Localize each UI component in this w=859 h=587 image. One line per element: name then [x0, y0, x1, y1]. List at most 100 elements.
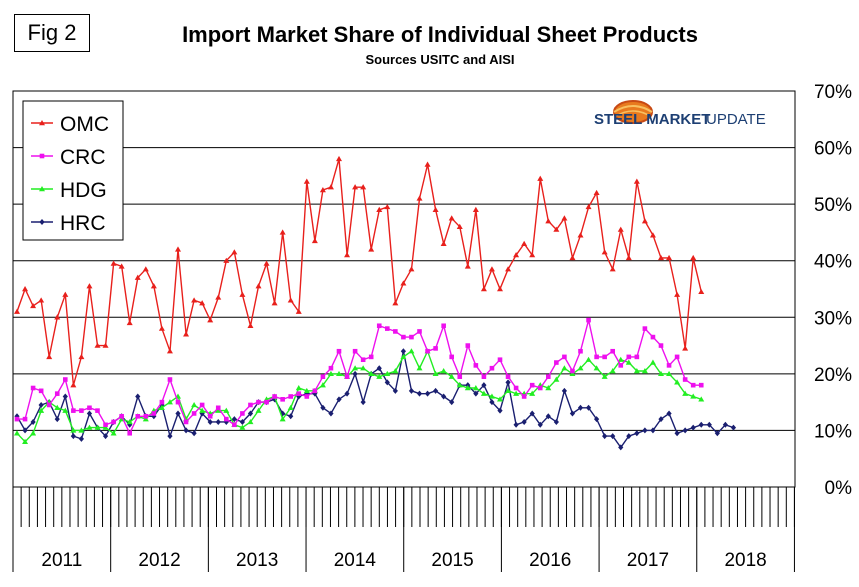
chart-subtitle: Sources USITC and AISI	[365, 52, 515, 67]
data-point-hdg	[585, 356, 592, 362]
data-point-omc	[134, 274, 141, 280]
data-point-omc	[231, 249, 238, 255]
y-tick-label: 70%	[814, 82, 852, 103]
data-point-crc	[103, 422, 108, 428]
data-point-omc	[585, 203, 592, 210]
data-point-crc	[328, 365, 334, 371]
data-point-crc	[264, 399, 269, 405]
data-point-crc	[554, 360, 559, 365]
data-point-hrc	[545, 413, 551, 420]
data-point-omc	[223, 257, 230, 263]
data-point-hrc	[674, 430, 680, 437]
data-point-hdg	[690, 393, 697, 399]
data-point-crc	[272, 394, 277, 399]
legend-label-hrc: HRC	[60, 212, 106, 235]
series-layer	[14, 155, 737, 451]
data-point-hdg	[54, 404, 61, 410]
y-tick-label: 20%	[814, 365, 852, 386]
data-point-hrc	[577, 404, 584, 411]
data-point-omc	[54, 314, 61, 320]
data-point-crc	[481, 374, 487, 379]
data-point-hrc	[54, 416, 60, 423]
data-point-hrc	[690, 424, 696, 431]
series-omc	[14, 155, 705, 388]
data-point-hdg	[191, 401, 198, 408]
data-point-omc	[593, 189, 600, 196]
data-point-hrc	[481, 382, 487, 389]
legend-marker-hdg	[39, 186, 45, 192]
data-point-omc	[698, 288, 705, 295]
data-point-crc	[191, 411, 197, 416]
data-point-hrc	[682, 427, 688, 434]
y-axis: 0% 10% 20% 30% 40% 50% 60% 70%	[814, 82, 852, 499]
data-point-omc	[561, 215, 568, 221]
data-point-crc	[409, 334, 414, 340]
data-point-omc	[488, 266, 495, 272]
data-point-crc	[626, 354, 632, 360]
data-point-hdg	[376, 373, 383, 379]
data-point-omc	[392, 300, 399, 306]
data-point-hrc	[666, 410, 672, 417]
data-point-crc	[368, 354, 374, 360]
data-point-hrc	[336, 396, 342, 403]
data-point-hdg	[166, 399, 173, 405]
data-point-omc	[577, 232, 584, 238]
data-point-crc	[674, 354, 680, 360]
data-point-hrc	[513, 421, 519, 428]
data-point-crc	[666, 363, 672, 368]
data-point-hdg	[658, 370, 664, 377]
data-point-crc	[650, 334, 656, 340]
data-point-omc	[70, 382, 77, 388]
data-point-crc	[425, 348, 430, 354]
x-tick-label: 2015	[431, 550, 473, 571]
data-point-hdg	[577, 365, 584, 371]
logo-text-update: UPDATE	[706, 111, 766, 128]
data-point-hdg	[529, 390, 536, 396]
data-point-hrc	[730, 424, 737, 431]
data-point-hrc	[521, 418, 527, 425]
data-point-hdg	[416, 365, 423, 371]
data-point-crc	[296, 391, 302, 396]
data-point-omc	[400, 280, 407, 286]
data-point-omc	[464, 263, 471, 269]
data-point-crc	[586, 317, 591, 323]
legend-label-omc: OMC	[60, 113, 109, 136]
data-point-hrc	[392, 387, 398, 394]
data-point-omc	[102, 342, 109, 348]
data-point-crc	[562, 354, 567, 360]
data-point-omc	[303, 178, 310, 184]
data-point-hdg	[94, 424, 101, 430]
data-point-hrc	[714, 430, 720, 437]
data-point-crc	[14, 416, 20, 422]
data-point-hrc	[376, 365, 382, 372]
data-point-crc	[505, 374, 511, 379]
data-point-hrc	[473, 390, 479, 397]
data-point-hdg	[86, 424, 93, 430]
data-point-crc	[618, 363, 624, 368]
data-point-crc	[393, 329, 398, 334]
data-point-omc	[142, 266, 149, 272]
data-point-omc	[658, 254, 664, 261]
data-point-hdg	[279, 416, 286, 422]
data-point-omc	[368, 246, 375, 252]
series-line-omc	[16, 158, 702, 386]
data-point-crc	[30, 385, 36, 391]
data-point-crc	[183, 419, 189, 425]
data-point-crc	[207, 413, 213, 419]
data-point-hrc	[602, 433, 608, 440]
data-point-hdg	[352, 365, 359, 371]
x-tick-label: 2018	[724, 550, 766, 571]
data-point-crc	[199, 402, 205, 408]
data-point-omc	[641, 218, 648, 224]
data-point-crc	[320, 374, 326, 379]
data-point-hdg	[472, 385, 479, 391]
data-point-crc	[521, 394, 527, 399]
x-axis: 2011 2012 2013 2014 2015 2016 2017 2018	[12, 487, 795, 572]
data-point-hrc	[416, 390, 423, 397]
data-point-crc	[71, 408, 76, 413]
data-point-crc	[385, 326, 390, 331]
data-point-hrc	[658, 416, 664, 423]
data-point-hdg	[303, 387, 310, 394]
data-point-hrc	[312, 390, 318, 397]
data-point-omc	[166, 348, 173, 354]
